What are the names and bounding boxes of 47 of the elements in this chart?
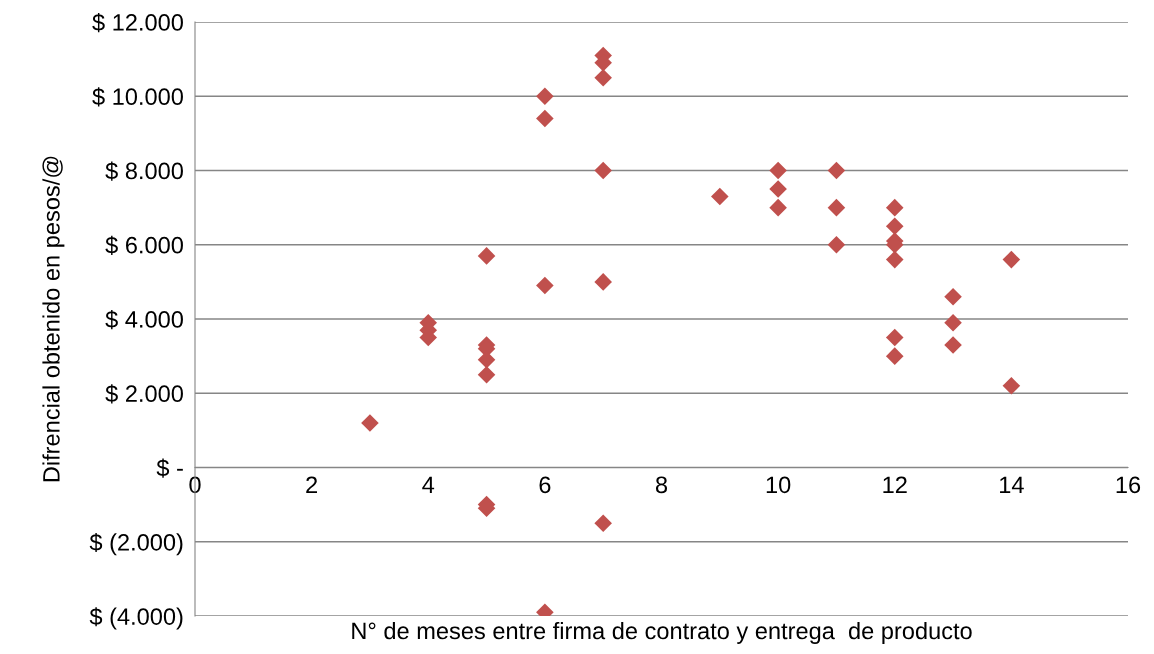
point (361, 414, 379, 432)
point (885, 217, 904, 235)
point (1002, 377, 1021, 395)
point (536, 87, 554, 106)
point (536, 276, 554, 295)
y-tick-label: $ 2.000 (105, 384, 183, 404)
point (711, 187, 729, 206)
point (769, 198, 787, 217)
y-axis-title: Difrencial obtenido en pesos/@ (42, 156, 65, 482)
y-tick-label: $ (2.000) (89, 533, 183, 556)
point (769, 180, 787, 198)
y-tick-label: $ 8.000 (105, 161, 183, 181)
x-tick-label: 4 (422, 476, 435, 493)
point (827, 161, 846, 180)
x-tick-label: 0 (189, 476, 201, 494)
point (769, 161, 787, 180)
x-tick-label: 12 (883, 476, 907, 493)
y-tick-label: $ - (156, 458, 183, 478)
point (477, 247, 496, 265)
y-tick-label: $ (4.000) (89, 607, 183, 630)
point (594, 273, 612, 291)
y-tick-label: $ 10.000 (92, 87, 183, 107)
x-tick-label: 2 (306, 476, 318, 493)
point (827, 198, 846, 217)
point (944, 287, 962, 306)
y-tick-label: $ 4.000 (105, 310, 183, 330)
point (477, 365, 496, 384)
x-tick-label: 14 (1000, 476, 1024, 493)
point (594, 68, 612, 87)
x-tick-label: 8 (655, 476, 668, 494)
point (827, 235, 846, 254)
point (1002, 250, 1021, 269)
point (885, 347, 904, 365)
point (594, 161, 612, 180)
x-tick-label: 16 (1116, 476, 1141, 494)
x-axis-title: N° de meses entre firma de contrato y entrega de producto (352, 621, 972, 644)
point (536, 109, 554, 128)
point (594, 514, 612, 532)
x-tick-label: 6 (539, 476, 551, 494)
point (885, 250, 904, 269)
point (944, 313, 962, 332)
x-tick-label: 10 (766, 476, 791, 494)
y-tick-label: $ 6.000 (105, 235, 183, 255)
y-tick-label: $ 12.000 (92, 13, 183, 33)
point (885, 198, 904, 217)
point (885, 328, 904, 347)
point (944, 336, 962, 354)
